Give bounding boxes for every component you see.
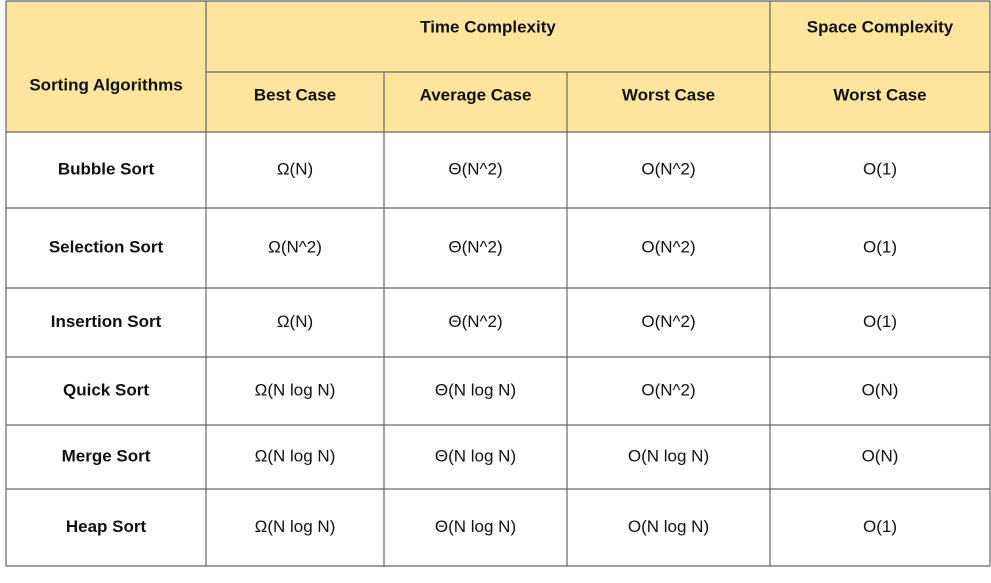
table-cell: Θ(N log N) bbox=[435, 446, 516, 465]
table-cell: O(1) bbox=[863, 237, 897, 256]
table-cell: Θ(N^2) bbox=[448, 237, 502, 256]
table-cell: O(N^2) bbox=[641, 312, 695, 331]
table-cell: Θ(N log N) bbox=[435, 380, 516, 399]
table-cell: Ω(N) bbox=[277, 159, 313, 178]
subheader-cell: Worst Case bbox=[622, 85, 715, 104]
table-cell: Ω(N) bbox=[277, 312, 313, 331]
subheader-cell: Worst Case bbox=[833, 85, 926, 104]
table-cell: Ω(N log N) bbox=[255, 517, 336, 536]
algorithm-name: Bubble Sort bbox=[58, 159, 155, 178]
algorithm-name: Selection Sort bbox=[49, 237, 164, 256]
table-cell: O(N log N) bbox=[628, 517, 709, 536]
algorithm-name: Merge Sort bbox=[62, 446, 151, 465]
subheader-cell: Best Case bbox=[254, 85, 336, 104]
table-cell: O(N) bbox=[862, 380, 899, 399]
table-cell: Ω(N^2) bbox=[268, 237, 322, 256]
table-cell: O(N^2) bbox=[641, 237, 695, 256]
table-cell: O(1) bbox=[863, 159, 897, 178]
algorithm-name: Insertion Sort bbox=[51, 312, 162, 331]
header-background bbox=[6, 1, 990, 132]
table-cell: Ω(N log N) bbox=[255, 446, 336, 465]
table-cell: Θ(N^2) bbox=[448, 312, 502, 331]
header-cell: Space Complexity bbox=[807, 17, 954, 36]
table-cell: Θ(N log N) bbox=[435, 517, 516, 536]
table-cell: O(N^2) bbox=[641, 380, 695, 399]
table-cell: O(N) bbox=[862, 446, 899, 465]
header-cell: Sorting Algorithms bbox=[29, 75, 182, 94]
table-cell: Θ(N^2) bbox=[448, 159, 502, 178]
table-cell: O(1) bbox=[863, 517, 897, 536]
table-cell: O(1) bbox=[863, 312, 897, 331]
table-cell: Ω(N log N) bbox=[255, 380, 336, 399]
header-cell: Time Complexity bbox=[420, 17, 556, 36]
algorithm-name: Quick Sort bbox=[63, 380, 149, 399]
algorithm-name: Heap Sort bbox=[66, 517, 147, 536]
subheader-cell: Average Case bbox=[420, 85, 532, 104]
table-cell: O(N^2) bbox=[641, 159, 695, 178]
table-cell: O(N log N) bbox=[628, 446, 709, 465]
